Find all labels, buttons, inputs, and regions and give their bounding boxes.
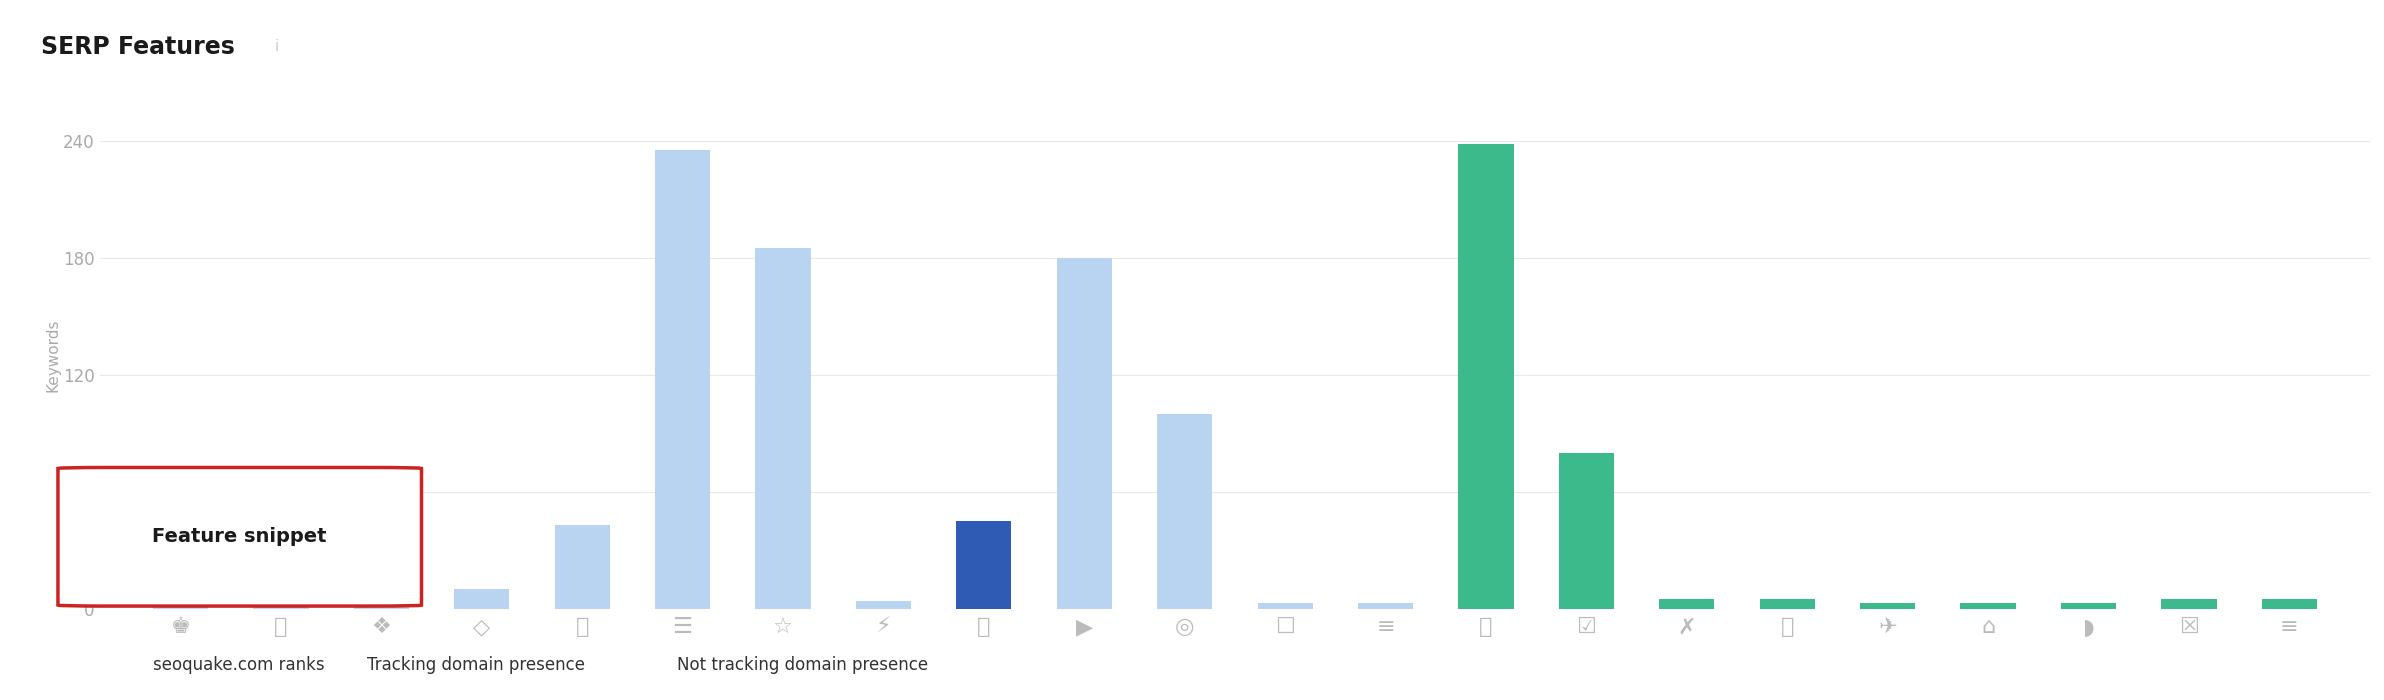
Bar — [453, 589, 510, 609]
Y-axis label: Keywords: Keywords — [45, 318, 60, 392]
Text: SERP Features: SERP Features — [41, 35, 234, 59]
Bar — [153, 482, 207, 609]
FancyBboxPatch shape — [57, 468, 422, 606]
Bar — [1960, 603, 2017, 609]
Text: Not tracking domain presence: Not tracking domain presence — [677, 656, 927, 674]
Text: Tracking domain presence: Tracking domain presence — [367, 656, 584, 674]
Bar — [656, 150, 710, 609]
Bar — [1359, 603, 1414, 609]
Bar — [956, 522, 1011, 609]
Bar — [1559, 453, 1614, 609]
Text: seoquake.com ranks: seoquake.com ranks — [153, 656, 324, 674]
Bar — [1659, 599, 1714, 609]
Text: i: i — [274, 39, 279, 54]
Bar — [2262, 599, 2317, 609]
Bar — [555, 525, 610, 609]
Bar — [353, 601, 410, 609]
Bar — [1256, 603, 1314, 609]
Text: ✓: ✓ — [331, 659, 341, 671]
Bar — [1860, 603, 1914, 609]
Bar — [2060, 603, 2117, 609]
Bar — [756, 248, 811, 609]
Bar — [1759, 599, 1814, 609]
Text: ✓: ✓ — [641, 659, 651, 671]
Bar — [1056, 258, 1111, 609]
Text: Feature snippet: Feature snippet — [153, 527, 327, 546]
Bar — [2162, 599, 2217, 609]
Text: ✓: ✓ — [117, 659, 126, 671]
Bar — [856, 601, 911, 609]
Bar — [1459, 144, 1514, 609]
Bar — [1156, 414, 1213, 609]
Bar — [253, 601, 308, 609]
